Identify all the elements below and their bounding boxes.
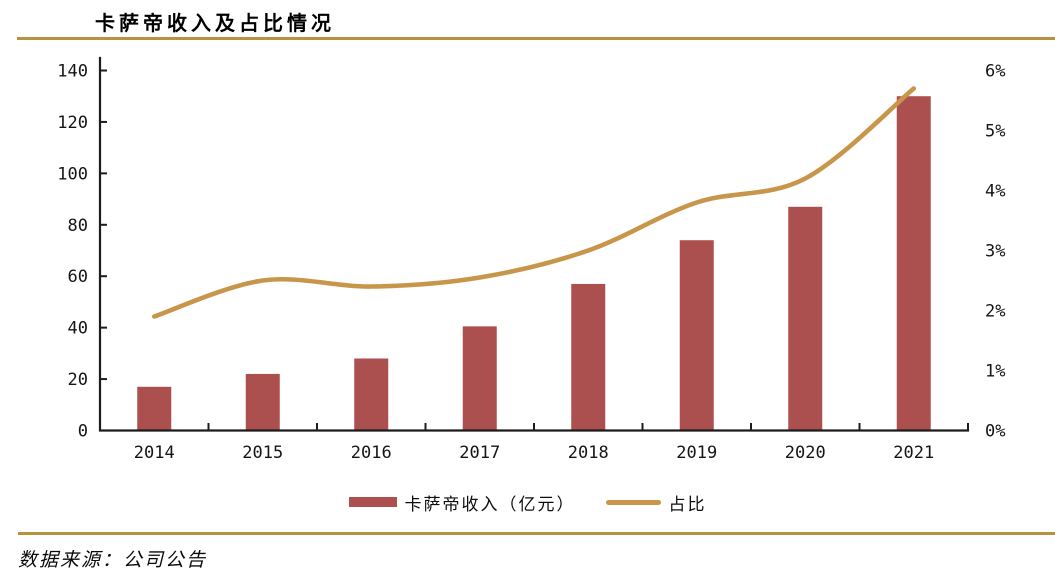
x-axis-label-2020: 2020 xyxy=(785,443,826,463)
bar-2015 xyxy=(245,373,280,431)
bar-2018 xyxy=(571,283,606,431)
bar-2016 xyxy=(354,358,389,431)
right-axis-label-4%: 4% xyxy=(985,182,1005,202)
left-axis-label-20: 20 xyxy=(68,370,88,390)
x-axis-label-2014: 2014 xyxy=(134,443,175,463)
x-axis-label-2015: 2015 xyxy=(242,443,283,463)
chart-legend: 卡萨帝收入（亿元） 占比 xyxy=(0,489,1055,515)
bar-2014 xyxy=(137,386,172,431)
left-axis-label-0: 0 xyxy=(78,422,88,442)
top-rule xyxy=(17,37,1055,40)
chart-title: 卡萨帝收入及占比情况 xyxy=(95,13,335,35)
right-axis-label-3%: 3% xyxy=(985,242,1005,262)
legend-label-revenue: 卡萨帝收入（亿元） xyxy=(404,494,576,514)
legend-label-share: 占比 xyxy=(668,494,707,514)
right-axis-label-5%: 5% xyxy=(985,122,1005,142)
left-axis-label-120: 120 xyxy=(57,113,88,133)
axis-spines xyxy=(98,56,970,432)
right-axis-label-6%: 6% xyxy=(985,62,1005,82)
legend-item-share: 占比 xyxy=(605,490,707,515)
x-axis-label-2017: 2017 xyxy=(459,443,500,463)
bottom-rule xyxy=(18,532,1055,535)
right-axis-label-0%: 0% xyxy=(985,422,1005,442)
left-axis-label-100: 100 xyxy=(57,164,88,184)
data-source: 数据来源：公司公告 xyxy=(18,550,208,571)
x-axis-label-2019: 2019 xyxy=(676,443,717,463)
left-axis-label-40: 40 xyxy=(68,319,88,339)
x-axis-label-2018: 2018 xyxy=(568,443,609,463)
line-swatch xyxy=(605,499,661,505)
bar-2019 xyxy=(679,240,714,431)
left-axis-label-60: 60 xyxy=(68,267,88,287)
bar-2017 xyxy=(462,326,497,431)
left-axis-label-140: 140 xyxy=(57,62,88,82)
bar-swatch xyxy=(348,497,397,507)
right-axis-label-2%: 2% xyxy=(985,302,1005,322)
bar-2020 xyxy=(788,206,823,431)
bar-2021 xyxy=(896,96,931,431)
x-axis-label-2021: 2021 xyxy=(893,443,934,463)
legend-item-revenue: 卡萨帝收入（亿元） xyxy=(348,490,576,515)
chart-canvas: 0 20 40 60 80 100 120 140 0% 1% 2% 3% 4% 5% 6% 2014 2015… xyxy=(57,56,1005,463)
share-line xyxy=(151,86,917,319)
left-axis-label-80: 80 xyxy=(68,216,88,236)
right-axis-label-1%: 1% xyxy=(985,362,1005,382)
x-axis-label-2016: 2016 xyxy=(351,443,392,463)
